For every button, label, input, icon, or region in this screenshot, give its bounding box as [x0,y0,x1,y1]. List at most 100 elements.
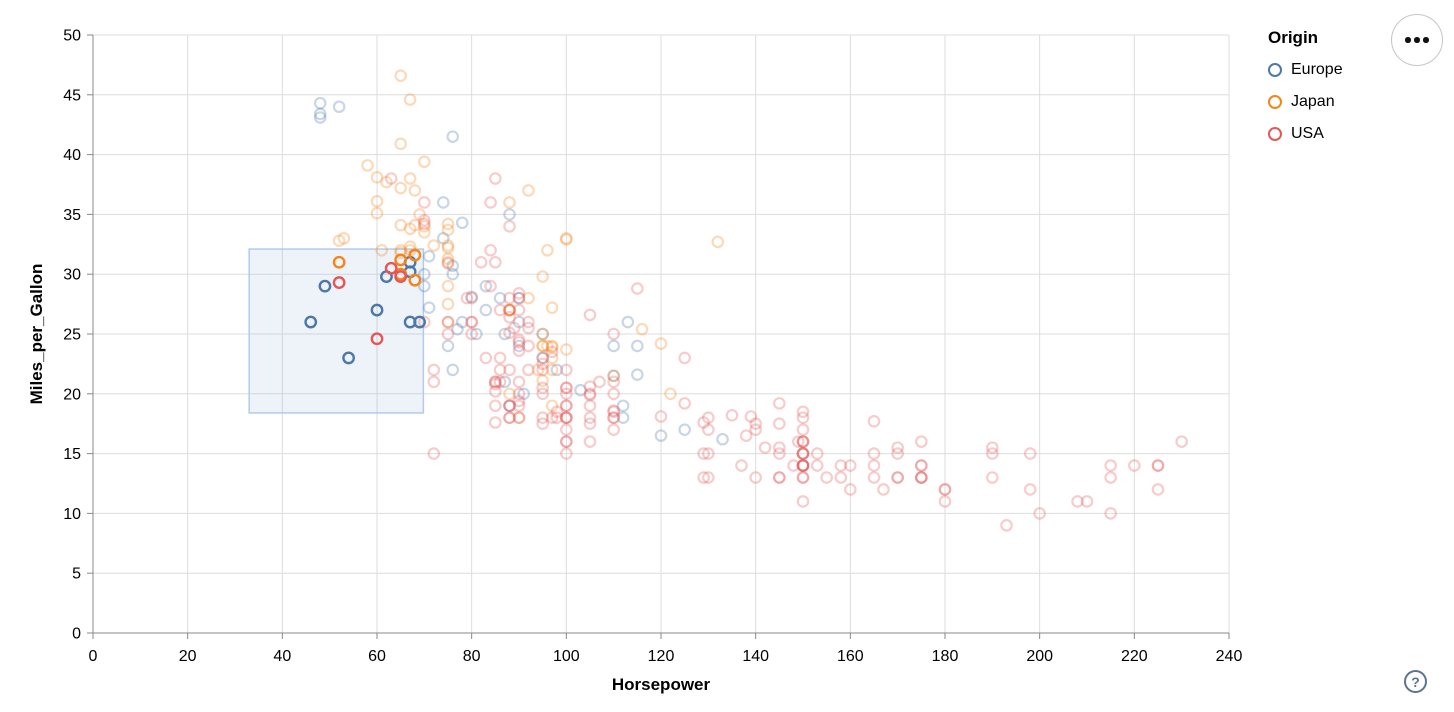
scatter-point [489,399,502,413]
scatter-point [583,435,597,448]
scatter-point [536,363,549,377]
scatter-point [986,441,999,454]
scatter-point [1023,447,1037,460]
scatter-point [536,417,549,430]
legend-label: USA [1291,125,1324,142]
scatter-point [418,217,431,231]
scatter-point [867,447,881,460]
scatter-point [512,411,526,425]
scatter-point [938,483,952,496]
scatter-point [560,411,573,425]
scatter-point [773,471,786,484]
scatter-point [560,232,573,245]
scatter-point [418,226,431,239]
scatter-point [773,471,786,484]
scatter-point [380,175,393,189]
scatter-point [503,399,516,413]
scatter-point [796,411,810,425]
scatter-point [503,220,516,233]
help-button[interactable]: ? [1404,670,1427,693]
scatter-point [484,196,497,209]
scatter-point [635,322,649,336]
scatter-point-selected [332,255,346,269]
scatter-point [313,111,327,124]
scatter-point [791,435,805,448]
scatter-point [545,340,559,354]
y-tick-label: 30 [63,267,81,284]
scatter-point [465,327,478,341]
scatter-point [503,291,516,305]
scatter-point [560,233,573,246]
scatter-point [796,447,810,460]
scatter-point [583,411,597,425]
scatter-point [607,375,620,389]
scatter-point-selected [394,270,408,283]
options-menu-button[interactable] [1391,14,1443,66]
scatter-point [834,471,848,484]
scatter-point [484,243,497,257]
scatter-point [455,315,469,329]
scatter-point-selected [342,351,355,365]
scatter-point-selected [408,273,422,287]
scatter-point [370,171,384,184]
scatter-point [796,459,810,472]
y-axis-title: Miles_per_Gallon [27,263,46,405]
scatter-point [474,255,488,269]
scatter-point [1104,459,1117,472]
scatter-point [550,363,564,377]
scatter-point [332,100,346,114]
scatter-point [749,423,762,436]
scatter-point [560,363,573,377]
scatter-point [915,471,928,484]
scatter-point [550,405,564,419]
scatter-point [702,447,715,460]
scatter-point [773,397,786,410]
scatter-point [441,315,455,329]
scatter-point [820,471,833,484]
scatter-point [441,252,455,265]
scatter-point [512,411,526,425]
question-mark-icon: ? [1411,673,1420,690]
scatter-point [460,291,474,305]
scatter-point-selected [394,253,408,267]
scatter-point [493,375,507,389]
scatter-point [678,351,691,365]
scatter-point [512,387,526,401]
scatter-point [512,336,526,349]
scatter-point [512,344,526,358]
scatter-point [844,483,857,496]
scatter-point [758,441,772,454]
y-tick-label: 35 [63,207,81,224]
scatter-point [522,339,535,353]
scatter-point [493,351,507,365]
scatter-point [1151,459,1165,472]
scatter-point [560,447,573,460]
scatter-point [427,239,441,252]
scatter-point [735,459,748,472]
scatter-point [796,459,810,472]
scatter-point [403,222,417,236]
scatter-point [725,409,739,422]
scatter-point [796,435,810,448]
scatter-point [631,282,644,295]
scatter-point [545,363,559,377]
legend-label: Europe [1291,61,1343,78]
x-tick-label: 200 [1026,648,1053,665]
scatter-point [796,471,810,484]
scatter-point [810,459,824,472]
scatter-point [739,429,753,442]
scatter-point [470,327,483,341]
scatter-point [560,399,573,413]
scatter-point [436,232,450,245]
x-tick-label: 60 [368,648,386,665]
scatter-point [512,287,526,300]
scatter-point [796,435,810,448]
scatter-point-selected [332,276,346,289]
scatter-point [512,339,526,353]
x-tick-label: 80 [463,648,481,665]
scatter-point [503,208,516,221]
scatter-point [465,291,478,305]
scatter-point [418,155,431,169]
scatter-point [503,363,516,377]
